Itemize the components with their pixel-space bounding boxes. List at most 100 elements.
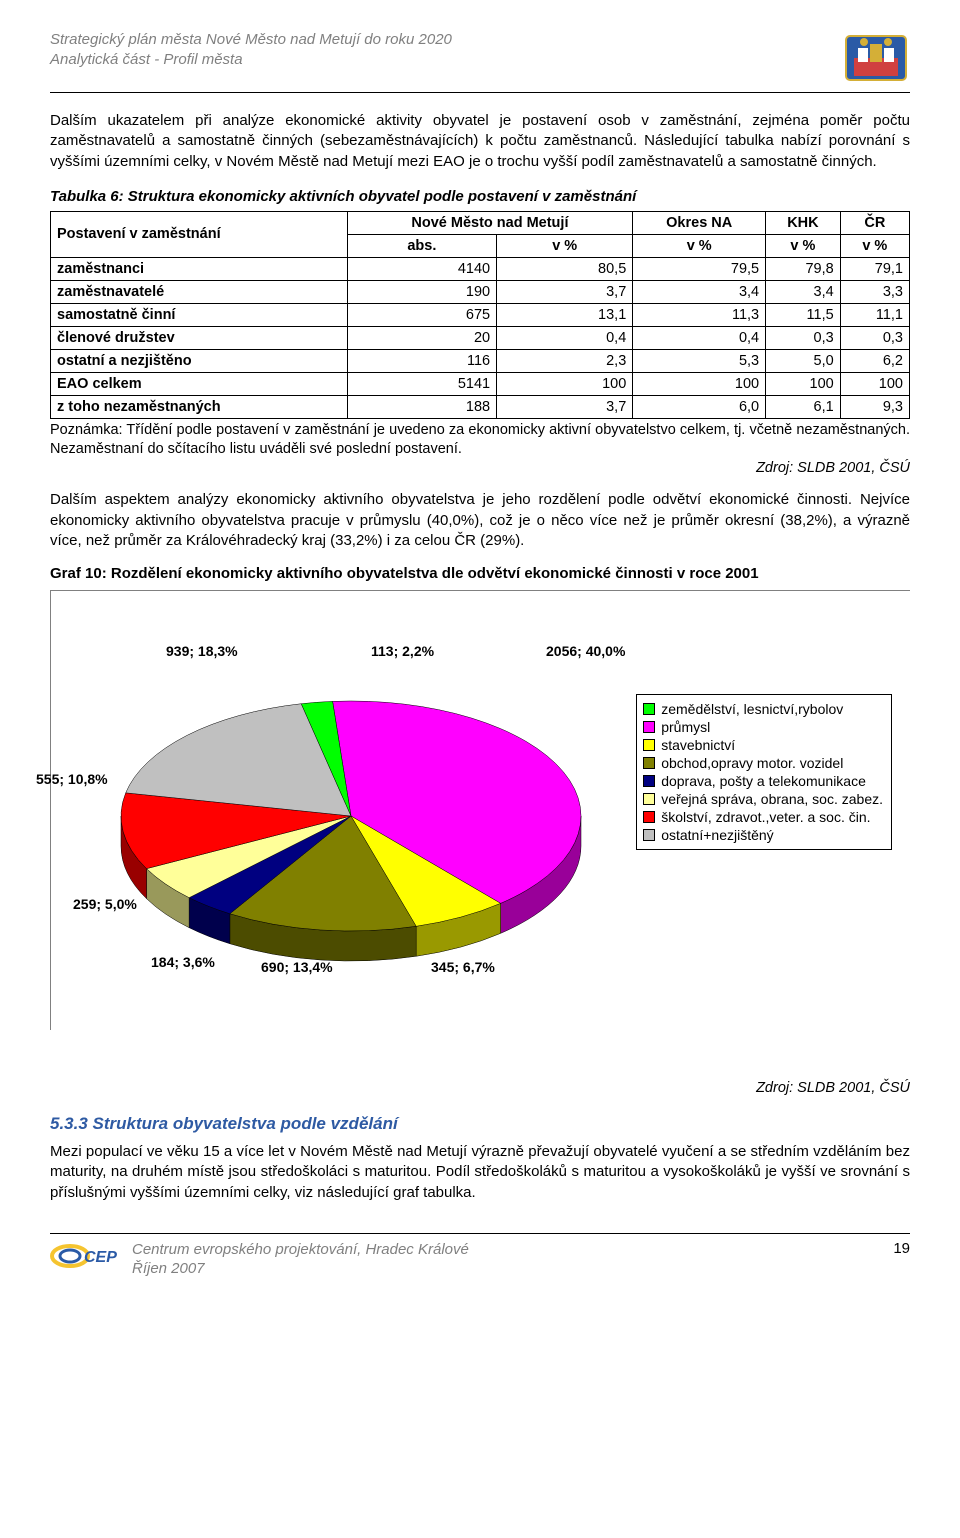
cell: 3,7 xyxy=(497,395,633,418)
legend-swatch-icon xyxy=(643,793,655,805)
row-label: z toho nezaměstnaných xyxy=(51,395,348,418)
cell: 6,0 xyxy=(633,395,766,418)
paragraph-3: Mezi populací ve věku 15 a více let v No… xyxy=(50,1142,910,1203)
page-footer: CEP Centrum evropského projektování, Hra… xyxy=(50,1233,910,1279)
cell: 2,3 xyxy=(497,349,633,372)
chart-source: Zdroj: SLDB 2001, ČSÚ xyxy=(50,1080,910,1096)
legend-item: průmysl xyxy=(643,719,883,735)
table6-note: Poznámka: Třídění podle postavení v zamě… xyxy=(50,421,910,459)
table6-caption: Tabulka 6: Struktura ekonomicky aktivníc… xyxy=(50,188,910,205)
table6-col-cr: ČR xyxy=(840,211,909,234)
table6-sub-pct3: v % xyxy=(766,234,841,257)
legend-swatch-icon xyxy=(643,703,655,715)
footer-line1: Centrum evropského projektování, Hradec … xyxy=(132,1240,469,1260)
cell: 100 xyxy=(766,372,841,395)
pie-slice-label: 690; 13,4% xyxy=(261,959,333,975)
legend-item: stavebnictví xyxy=(643,737,883,753)
table6-col-okres: Okres NA xyxy=(633,211,766,234)
row-label: zaměstnavatelé xyxy=(51,280,348,303)
pie-slice-label: 184; 3,6% xyxy=(151,954,215,970)
cell: 20 xyxy=(347,326,497,349)
pie-slice-label: 2056; 40,0% xyxy=(546,643,625,659)
table-row: členové družstev200,40,40,30,3 xyxy=(51,326,910,349)
legend-swatch-icon xyxy=(643,739,655,751)
cell: 0,4 xyxy=(633,326,766,349)
pie-slice-label: 555; 10,8% xyxy=(36,771,108,787)
cell: 3,4 xyxy=(633,280,766,303)
table6-source: Zdroj: SLDB 2001, ČSÚ xyxy=(50,460,910,476)
legend-item: obchod,opravy motor. vozidel xyxy=(643,755,883,771)
footer-line2: Říjen 2007 xyxy=(132,1259,469,1279)
cell: 0,4 xyxy=(497,326,633,349)
cell: 190 xyxy=(347,280,497,303)
cell: 100 xyxy=(840,372,909,395)
cell: 9,3 xyxy=(840,395,909,418)
header-line2: Analytická část - Profil města xyxy=(50,50,452,70)
legend-text: ostatní+nezjištěný xyxy=(661,827,773,843)
row-label: EAO celkem xyxy=(51,372,348,395)
pie-slice-label: 345; 6,7% xyxy=(431,959,495,975)
pie-slice-label: 939; 18,3% xyxy=(166,643,238,659)
cell: 5,3 xyxy=(633,349,766,372)
cell: 100 xyxy=(497,372,633,395)
footer-text: Centrum evropského projektování, Hradec … xyxy=(132,1240,469,1279)
legend-swatch-icon xyxy=(643,721,655,733)
row-label: zaměstnanci xyxy=(51,257,348,280)
cell: 3,4 xyxy=(766,280,841,303)
cell: 0,3 xyxy=(766,326,841,349)
legend-text: stavebnictví xyxy=(661,737,735,753)
table-row: z toho nezaměstnaných1883,76,06,19,3 xyxy=(51,395,910,418)
legend-item: doprava, pošty a telekomunikace xyxy=(643,773,883,789)
pie-slice-label: 113; 2,2% xyxy=(371,643,434,659)
row-label: samostatně činní xyxy=(51,303,348,326)
legend-swatch-icon xyxy=(643,829,655,841)
cell: 5,0 xyxy=(766,349,841,372)
cep-logo-icon: CEP xyxy=(50,1240,118,1272)
legend-text: doprava, pošty a telekomunikace xyxy=(661,773,866,789)
cell: 11,1 xyxy=(840,303,909,326)
cell: 80,5 xyxy=(497,257,633,280)
chart-caption: Graf 10: Rozdělení ekonomicky aktivního … xyxy=(50,565,910,582)
legend-item: ostatní+nezjištěný xyxy=(643,827,883,843)
page-number: 19 xyxy=(893,1240,910,1257)
chart-legend: zemědělství, lesnictví,rybolov průmysl sta… xyxy=(636,694,892,850)
cell: 100 xyxy=(633,372,766,395)
table6: Postavení v zaměstnání Nové Město nad Me… xyxy=(50,211,910,419)
cell: 79,1 xyxy=(840,257,909,280)
legend-item: zemědělství, lesnictví,rybolov xyxy=(643,701,883,717)
cell: 3,7 xyxy=(497,280,633,303)
header-line1: Strategický plán města Nové Město nad Me… xyxy=(50,30,452,50)
cell: 79,8 xyxy=(766,257,841,280)
section-heading: 5.3.3 Struktura obyvatelstva podle vzděl… xyxy=(50,1114,910,1134)
table-row: ostatní a nezjištěno1162,35,35,06,2 xyxy=(51,349,910,372)
row-label: ostatní a nezjištěno xyxy=(51,349,348,372)
cell: 188 xyxy=(347,395,497,418)
table-row: zaměstnanci414080,579,579,879,1 xyxy=(51,257,910,280)
table-row: EAO celkem5141100100100100 xyxy=(51,372,910,395)
cell: 6,1 xyxy=(766,395,841,418)
table6-col-khk: KHK xyxy=(766,211,841,234)
table-row: zaměstnavatelé1903,73,43,43,3 xyxy=(51,280,910,303)
cell: 5141 xyxy=(347,372,497,395)
legend-text: obchod,opravy motor. vozidel xyxy=(661,755,843,771)
paragraph-1: Dalším ukazatelem při analýze ekonomické… xyxy=(50,111,910,172)
cell: 11,3 xyxy=(633,303,766,326)
table6-sub-pct1: v % xyxy=(497,234,633,257)
legend-swatch-icon xyxy=(643,811,655,823)
legend-text: zemědělství, lesnictví,rybolov xyxy=(661,701,843,717)
table6-sub-abs: abs. xyxy=(347,234,497,257)
header-text: Strategický plán města Nové Město nad Me… xyxy=(50,30,452,71)
legend-swatch-icon xyxy=(643,775,655,787)
legend-item: školství, zdravot.,veter. a soc. čin. xyxy=(643,809,883,825)
legend-item: veřejná správa, obrana, soc. zabez. xyxy=(643,791,883,807)
cell: 13,1 xyxy=(497,303,633,326)
table6-sub-pct2: v % xyxy=(633,234,766,257)
cell: 11,5 xyxy=(766,303,841,326)
table6-col-nmnm: Nové Město nad Metují xyxy=(347,211,633,234)
page-header: Strategický plán města Nové Město nad Me… xyxy=(50,30,910,93)
cell: 3,3 xyxy=(840,280,909,303)
paragraph-2: Dalším aspektem analýzy ekonomicky aktiv… xyxy=(50,490,910,551)
legend-swatch-icon xyxy=(643,757,655,769)
pie-chart: 113; 2,2%2056; 40,0%939; 18,3%555; 10,8%… xyxy=(50,590,910,1030)
cell: 0,3 xyxy=(840,326,909,349)
